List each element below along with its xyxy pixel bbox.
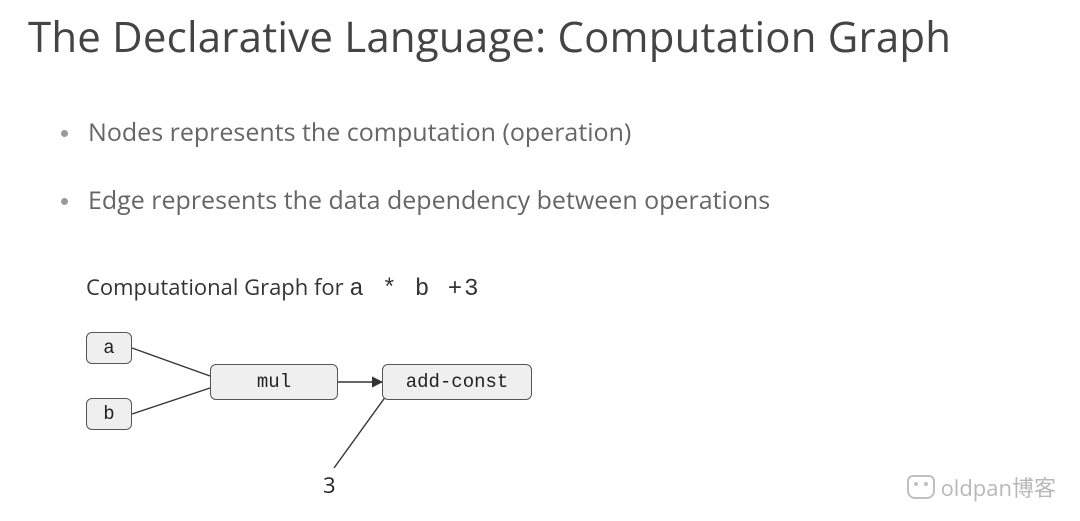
- graph-edge: [132, 388, 210, 414]
- graph-node-add: add-const: [382, 364, 532, 400]
- bullet-item: Edge represents the data dependency betw…: [82, 183, 770, 217]
- graph-node-a: a: [86, 332, 132, 364]
- watermark-text: oldpan博客: [941, 471, 1056, 503]
- watermark: oldpan博客: [907, 471, 1056, 503]
- graph-edges: [80, 320, 600, 500]
- const-label: 3: [323, 470, 336, 500]
- graph-node-mul: mul: [210, 364, 338, 400]
- wechat-icon: [907, 475, 935, 499]
- page-title: The Declarative Language: Computation Gr…: [28, 8, 951, 65]
- caption-prefix: Computational Graph for: [86, 272, 349, 302]
- graph-edge: [334, 396, 386, 468]
- bullet-list: Nodes represents the computation (operat…: [42, 115, 770, 251]
- caption-expression: a * b +3: [349, 276, 480, 303]
- graph-edge: [132, 348, 210, 376]
- graph-node-b: b: [86, 398, 132, 430]
- graph-caption: Computational Graph for a * b +3: [86, 272, 481, 303]
- computation-graph: a b mul add-const 3: [80, 320, 600, 500]
- bullet-item: Nodes represents the computation (operat…: [82, 115, 770, 149]
